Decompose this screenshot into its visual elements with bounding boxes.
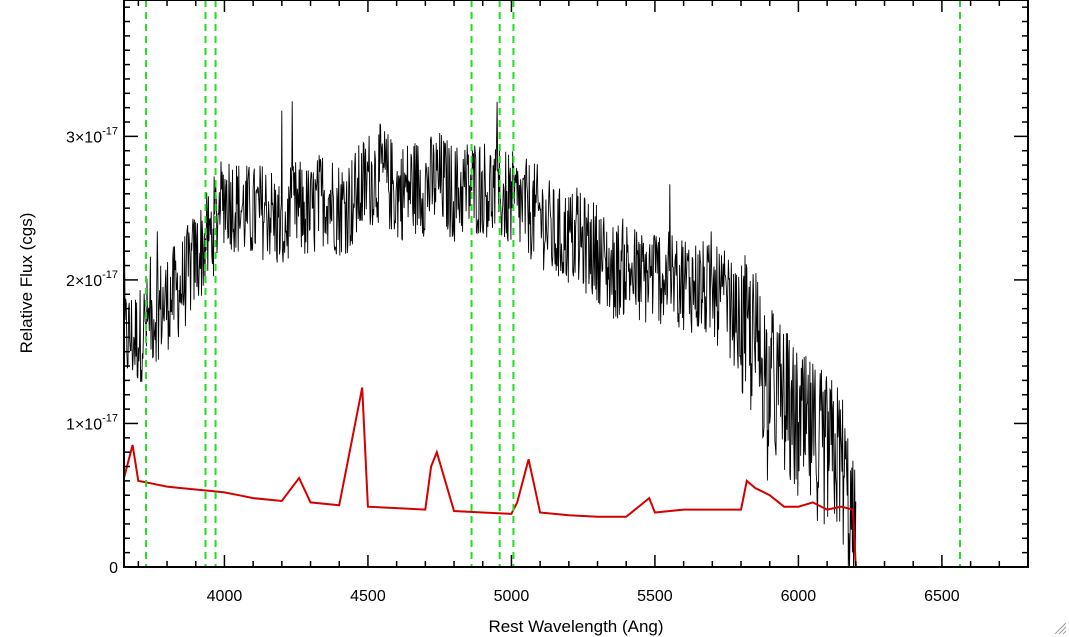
y-tick-label: 2×10-17 (66, 269, 118, 290)
x-tick-label: 6000 (781, 588, 817, 605)
y-tick-label: 3×10-17 (66, 125, 118, 146)
y-tick-label: 1×10-17 (66, 412, 118, 433)
y-tick-label: 0 (109, 560, 118, 577)
plot-frame (123, 0, 1029, 568)
x-tick-label: 5500 (637, 588, 673, 605)
x-tick-label: 4000 (207, 588, 243, 605)
spectrum-flux-line (124, 101, 857, 567)
resize-grip-icon[interactable] (1053, 621, 1067, 635)
spectrum-error-line (124, 387, 1028, 567)
x-tick-label: 5000 (494, 588, 530, 605)
x-tick-label: 4500 (350, 588, 386, 605)
x-tick-label: 6500 (924, 588, 960, 605)
x-axis-title: Rest Wavelength (Ang) (488, 617, 663, 636)
y-axis-title: Relative Flux (cgs) (17, 213, 36, 354)
